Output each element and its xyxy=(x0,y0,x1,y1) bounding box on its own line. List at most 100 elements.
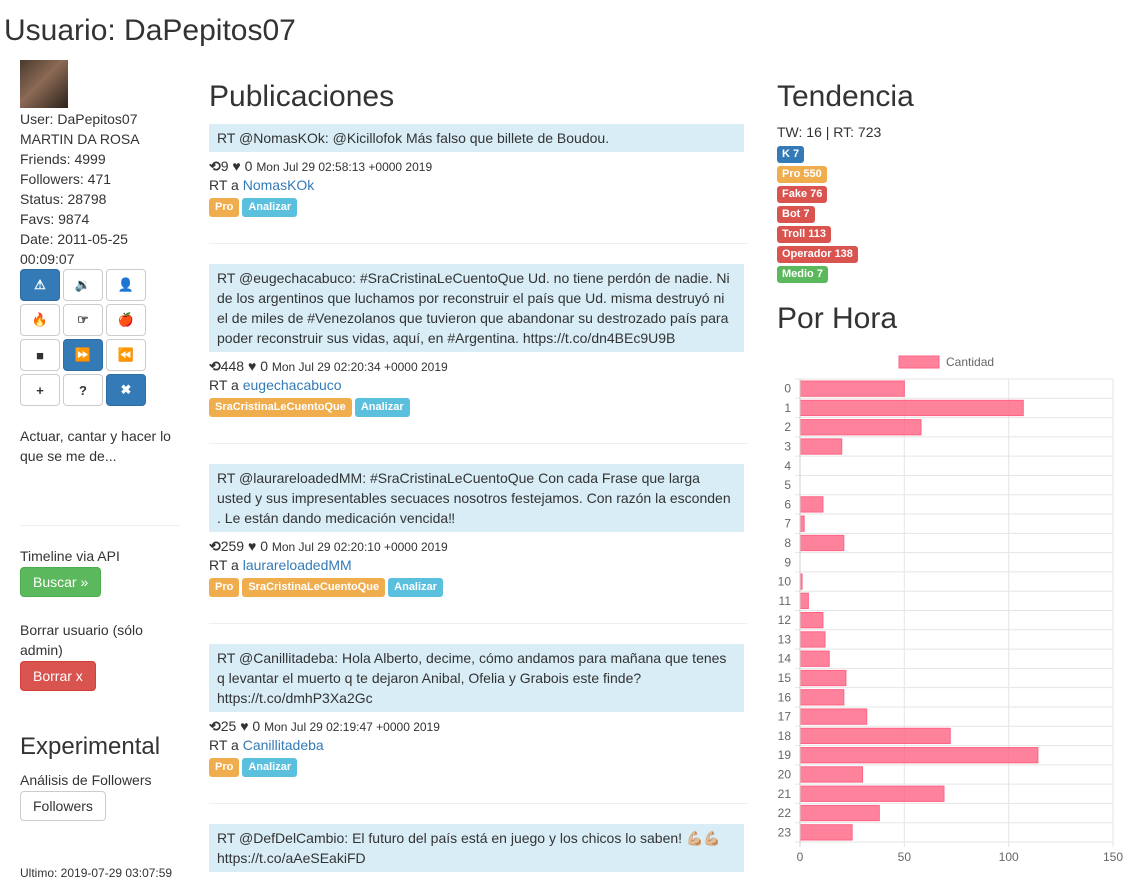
bar xyxy=(799,747,1039,764)
action-button-5[interactable]: 🍎 xyxy=(106,304,146,336)
retweet-icon: ⟲ xyxy=(209,358,221,374)
publications-heading: Publicaciones xyxy=(209,80,395,113)
tweet-item: RT @eugechacabuco: #SraCristinaLeCuentoQ… xyxy=(209,264,747,444)
y-tick-label: 23 xyxy=(778,825,792,839)
retweet-of: RT a eugechacabuco xyxy=(209,375,747,395)
rt-prefix: RT a xyxy=(209,737,239,753)
timeline-label: Timeline via API xyxy=(20,548,120,564)
buscar-button[interactable]: Buscar » xyxy=(20,567,102,597)
tweet-label: SraCristinaLeCuentoQue xyxy=(209,398,352,417)
page-title: Usuario: DaPepitos07 xyxy=(4,14,296,47)
y-tick-label: 17 xyxy=(778,710,792,724)
fire-icon: 🔥 xyxy=(31,312,49,327)
heart-icon: ♥ xyxy=(232,158,241,174)
bar xyxy=(799,496,824,513)
bar xyxy=(799,708,868,725)
tweet-label: Pro xyxy=(209,198,240,217)
bar xyxy=(799,612,824,629)
y-tick-label: 10 xyxy=(778,575,792,589)
followers-analysis-label: Análisis de Followers xyxy=(20,772,152,788)
delete-user-label: Borrar usuario (sólo admin) xyxy=(20,622,143,658)
close-icon: ✖ xyxy=(120,382,132,397)
retweet-count: 9 xyxy=(220,158,229,174)
trend-panel: Tendencia TW: 16 | RT: 723 K 7 Pro 550 Fak… xyxy=(777,80,1127,335)
retweet-icon: ⟲ xyxy=(209,718,221,734)
bar xyxy=(799,534,845,552)
trend-heading: Tendencia xyxy=(777,80,914,113)
action-button-4[interactable]: ☞ xyxy=(63,304,103,336)
profile-date: Date: 2011-05-25 xyxy=(20,231,128,247)
trend-label: Fake 76 xyxy=(777,186,828,203)
bar xyxy=(799,689,845,706)
like-count: 0 xyxy=(260,358,268,374)
tweet-item: RT @laurareloadedMM: #SraCristinaLeCuent… xyxy=(209,464,747,624)
tweet-date: Mon Jul 29 02:20:34 +0000 2019 xyxy=(271,360,448,374)
tweet-labels: Pro Analizar xyxy=(209,197,747,217)
trend-label: Pro 550 xyxy=(777,166,827,183)
rt-user-link[interactable]: Canillitadeba xyxy=(242,737,324,753)
action-button-6[interactable]: ■ xyxy=(20,339,60,371)
rt-user-link[interactable]: laurareloadedMM xyxy=(242,557,352,573)
y-tick-label: 0 xyxy=(784,382,791,396)
plus-icon: + xyxy=(36,382,44,398)
legend-label: Cantidad xyxy=(946,355,994,369)
action-button-2[interactable]: 👤 xyxy=(106,269,146,301)
x-tick-label: 0 xyxy=(797,850,804,864)
action-button-1[interactable]: 🔉 xyxy=(63,269,103,301)
x-tick-label: 150 xyxy=(1103,850,1123,864)
rt-prefix: RT a xyxy=(209,557,239,573)
profile-panel: User: DaPepitos07 MARTIN DA ROSA Friends… xyxy=(20,60,180,466)
y-tick-label: 12 xyxy=(778,613,792,627)
followers-button[interactable]: Followers xyxy=(20,791,106,821)
action-button-3[interactable]: 🔥 xyxy=(20,304,60,336)
trend-label: K 7 xyxy=(777,146,805,163)
action-button-7[interactable]: ⏩ xyxy=(63,339,103,371)
tweet-divider xyxy=(209,623,747,624)
avatar xyxy=(20,60,68,108)
tweet-date: Mon Jul 29 02:20:10 +0000 2019 xyxy=(271,540,448,554)
tweet-text: RT @eugechacabuco: #SraCristinaLeCuentoQ… xyxy=(209,264,744,352)
analizar-button[interactable]: Analizar xyxy=(354,398,410,417)
y-tick-label: 16 xyxy=(778,690,792,704)
x-tick-label: 50 xyxy=(898,850,912,864)
profile-status: Status: 28798 xyxy=(20,191,107,207)
rt-user-link[interactable]: NomasKOk xyxy=(242,177,315,193)
y-tick-label: 5 xyxy=(784,478,791,492)
rt-user-link[interactable]: eugechacabuco xyxy=(242,377,342,393)
analizar-button[interactable]: Analizar xyxy=(242,198,298,217)
y-tick-label: 2 xyxy=(784,420,791,434)
analizar-button[interactable]: Analizar xyxy=(388,578,443,597)
rt-prefix: RT a xyxy=(209,377,239,393)
tweet-divider xyxy=(209,803,747,804)
analizar-button[interactable]: Analizar xyxy=(242,758,298,777)
bar xyxy=(799,515,805,532)
y-tick-label: 9 xyxy=(784,555,791,569)
action-button-10[interactable]: ? xyxy=(63,374,103,406)
profile-name: MARTIN DA ROSA xyxy=(20,131,140,147)
profile-friends: Friends: 4999 xyxy=(20,151,106,167)
like-count: 0 xyxy=(244,158,253,174)
y-tick-label: 19 xyxy=(778,748,792,762)
action-button-8[interactable]: ⏪ xyxy=(106,339,146,371)
y-tick-label: 14 xyxy=(778,652,792,666)
like-count: 0 xyxy=(260,538,268,554)
retweet-of: RT a laurareloadedMM xyxy=(209,555,747,575)
y-tick-label: 15 xyxy=(778,671,792,685)
action-button-0[interactable]: ⚠ xyxy=(20,269,60,301)
tweet-text: RT @Canillitadeba: Hola Alberto, decime,… xyxy=(209,644,744,712)
tweet-divider xyxy=(209,443,747,444)
bar xyxy=(799,669,847,687)
y-tick-label: 20 xyxy=(778,767,792,781)
bar xyxy=(799,785,945,802)
tweet-labels: Pro Analizar xyxy=(209,757,747,777)
y-tick-label: 6 xyxy=(784,497,791,511)
tweet-text: RT @laurareloadedMM: #SraCristinaLeCuent… xyxy=(209,464,744,532)
action-button-9[interactable]: + xyxy=(20,374,60,406)
action-button-grid: ⚠ 🔉 👤 🔥 ☞ 🍎 ■ ⏩ ⏪ +? ✖ xyxy=(20,269,147,406)
tweet-label: Pro xyxy=(209,758,240,777)
action-button-11[interactable]: ✖ xyxy=(106,374,146,406)
rewind-icon: ⏪ xyxy=(117,347,135,362)
delete-user-button[interactable]: Borrar x xyxy=(20,661,96,691)
bar xyxy=(799,399,1024,417)
